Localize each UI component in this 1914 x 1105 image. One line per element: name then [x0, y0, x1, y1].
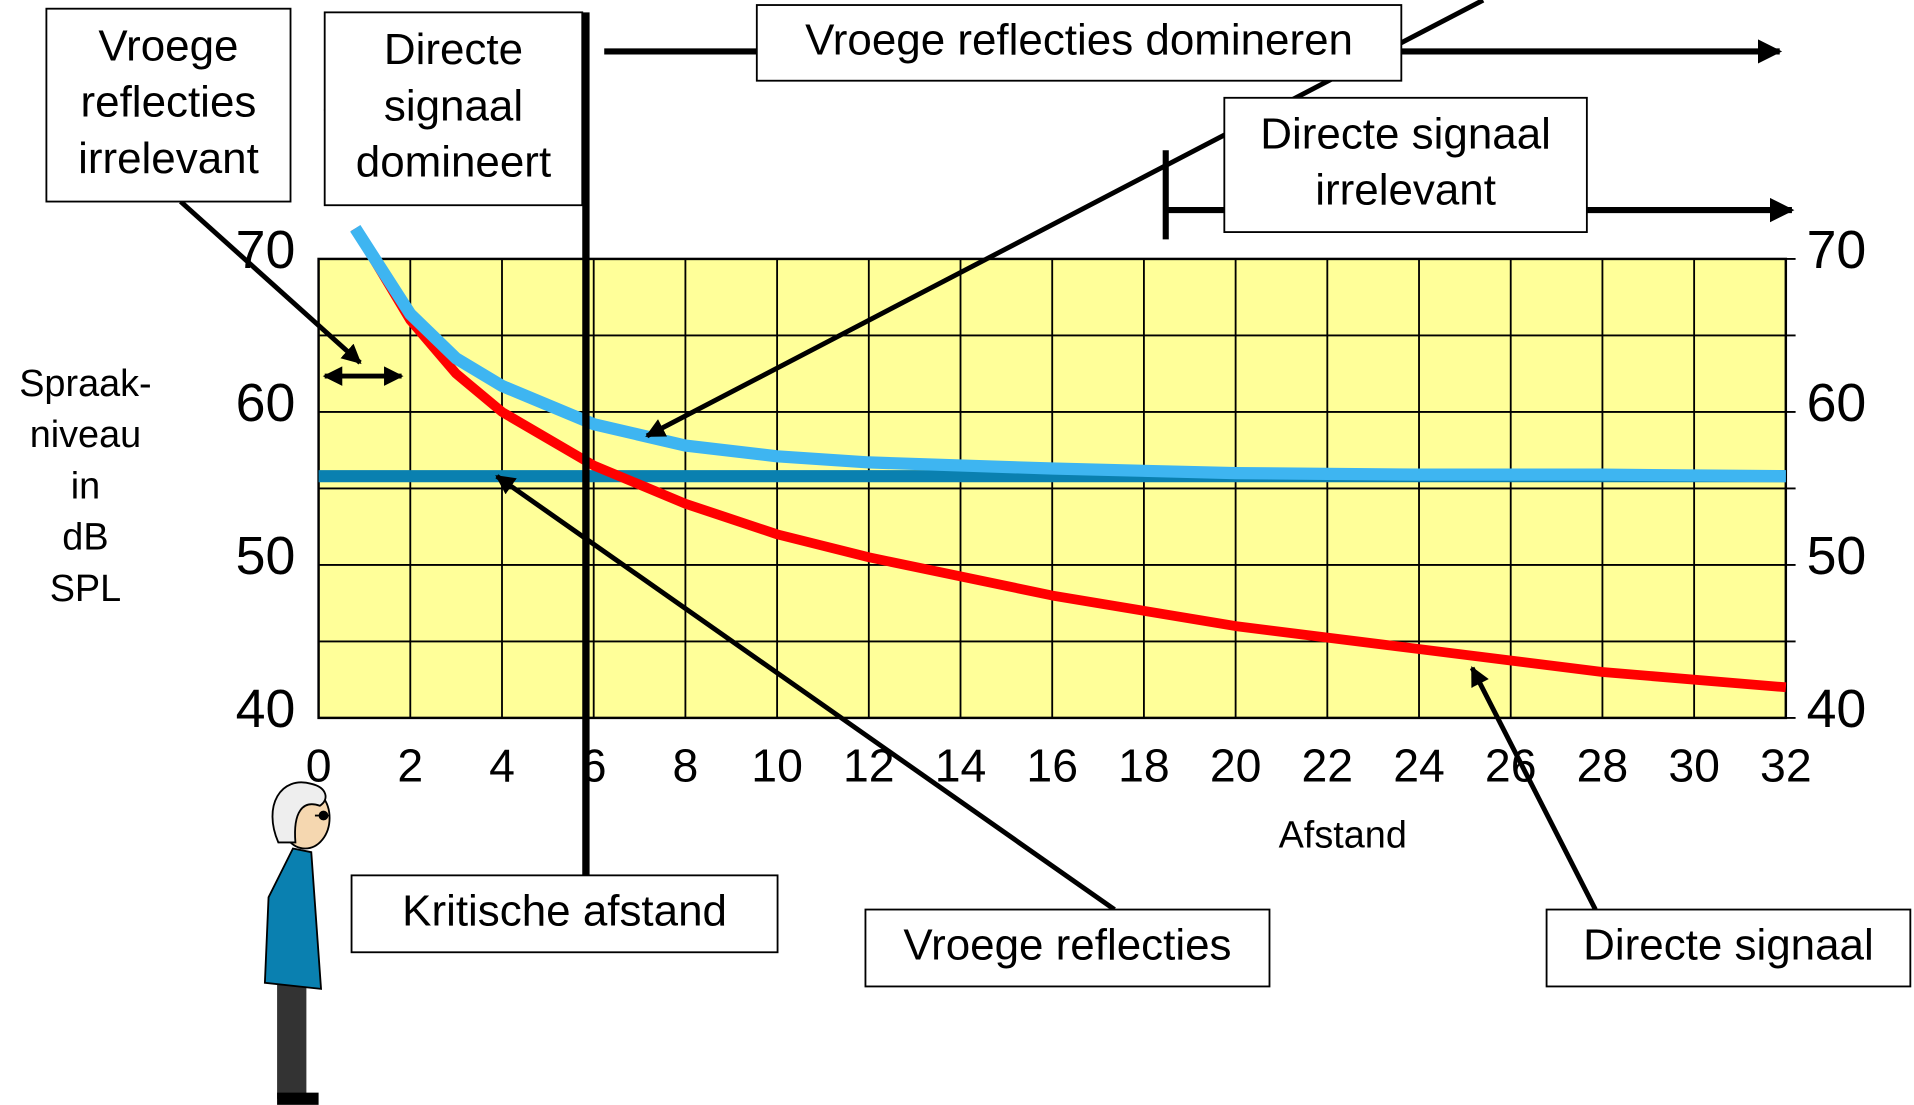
annotation-text: signaal — [384, 81, 523, 130]
y-axis-label: in — [71, 465, 100, 507]
x-tick-label: 20 — [1210, 739, 1262, 791]
y-tick-label-right: 60 — [1807, 373, 1867, 433]
y-tick-label-right: 70 — [1807, 220, 1867, 280]
y-axis-label: Spraak- — [19, 363, 151, 405]
annotation-text: Directe — [384, 25, 523, 74]
x-tick-label: 18 — [1118, 739, 1170, 791]
annotation-text: irrelevant — [1315, 166, 1496, 215]
y-axis-label: SPL — [50, 568, 122, 610]
annotation-text: domineert — [356, 138, 551, 187]
x-tick-label: 4 — [489, 739, 515, 791]
x-tick-label: 16 — [1026, 739, 1078, 791]
page: 4040505060607070024681012141618202224262… — [0, 0, 1914, 1105]
x-tick-label: 8 — [673, 739, 699, 791]
annotation-text: Directe signaal — [1583, 921, 1874, 970]
x-tick-label: 28 — [1577, 739, 1629, 791]
annotation-text: Kritische afstand — [402, 886, 727, 935]
x-tick-label: 32 — [1760, 739, 1812, 791]
y-axis-label: dB — [62, 517, 108, 559]
x-tick-label: 10 — [751, 739, 803, 791]
x-tick-label: 30 — [1668, 739, 1720, 791]
y-tick-label: 70 — [236, 220, 296, 280]
x-tick-label: 14 — [935, 739, 987, 791]
x-tick-label: 2 — [397, 739, 423, 791]
annotation-text: irrelevant — [78, 134, 259, 183]
y-axis-label: niveau — [30, 414, 141, 456]
chart: 4040505060607070024681012141618202224262… — [0, 0, 1914, 1105]
y-tick-label: 50 — [236, 526, 296, 586]
annotation-text: reflecties — [81, 78, 257, 127]
annotation-text: Vroege reflecties — [903, 921, 1231, 970]
person-icon — [265, 782, 330, 1104]
y-tick-label-right: 40 — [1807, 679, 1867, 739]
y-tick-label: 60 — [236, 373, 296, 433]
x-tick-label: 24 — [1393, 739, 1445, 791]
annotation-text: Vroege — [98, 22, 238, 71]
y-tick-label: 40 — [236, 679, 296, 739]
annotation-text: Directe signaal — [1260, 109, 1551, 158]
y-tick-label-right: 50 — [1807, 526, 1867, 586]
x-axis-label: Afstand — [1279, 815, 1407, 857]
x-tick-label: 22 — [1302, 739, 1354, 791]
annotation-text: Vroege reflecties domineren — [805, 15, 1353, 64]
